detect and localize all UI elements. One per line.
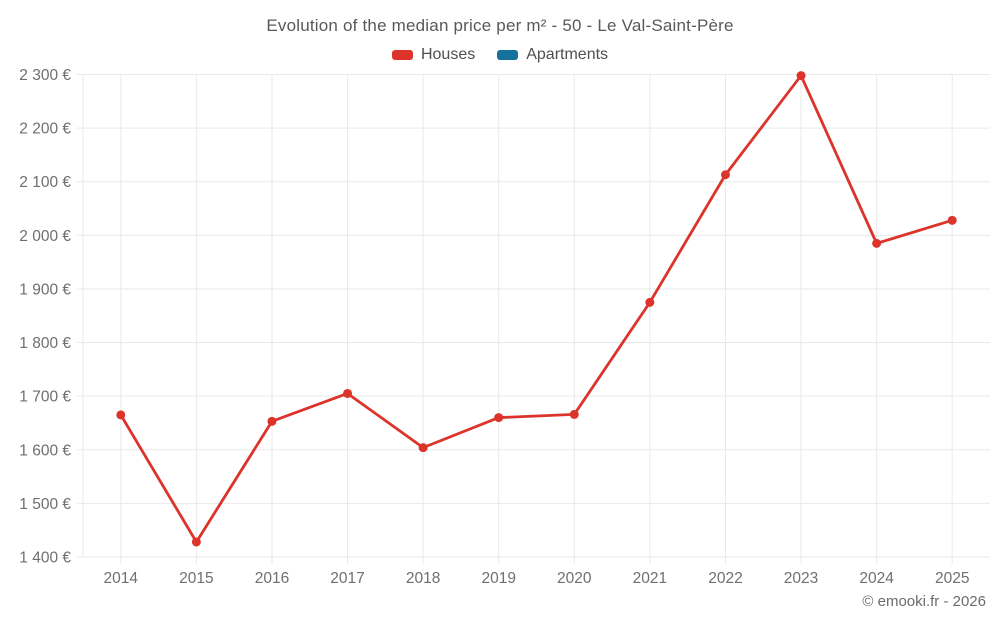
y-tick-label: 1 500 € bbox=[19, 496, 71, 513]
data-point-houses-2018[interactable] bbox=[418, 443, 428, 453]
x-tick-label: 2021 bbox=[633, 570, 667, 587]
y-tick-label: 2 200 € bbox=[19, 121, 71, 138]
data-point-houses-2025[interactable] bbox=[947, 215, 957, 225]
y-tick-label: 1 400 € bbox=[19, 550, 71, 567]
y-tick-label: 2 000 € bbox=[19, 228, 71, 245]
legend-label-houses: Houses bbox=[420, 46, 476, 63]
y-tick-label: 2 100 € bbox=[19, 174, 71, 191]
x-tick-label: 2014 bbox=[104, 570, 139, 587]
legend-label-apartments: Apartments bbox=[526, 46, 609, 63]
y-tick-label: 1 700 € bbox=[19, 389, 71, 406]
y-tick-label: 1 900 € bbox=[19, 281, 71, 298]
y-tick-label: 2 300 € bbox=[19, 67, 71, 84]
y-tick-label: 1 600 € bbox=[19, 442, 71, 459]
data-point-houses-2015[interactable] bbox=[191, 537, 201, 547]
x-tick-label: 2022 bbox=[708, 570, 742, 587]
legend-item-houses[interactable]: Houses bbox=[391, 46, 476, 64]
data-point-houses-2019[interactable] bbox=[494, 413, 504, 423]
legend-item-apartments[interactable]: Apartments bbox=[497, 46, 608, 64]
x-tick-label: 2024 bbox=[859, 570, 894, 587]
apartments-series-swatch-icon bbox=[497, 50, 519, 60]
x-tick-label: 2017 bbox=[330, 570, 364, 587]
x-tick-label: 2023 bbox=[784, 570, 818, 587]
data-point-houses-2021[interactable] bbox=[645, 297, 655, 307]
x-tick-label: 2018 bbox=[406, 570, 440, 587]
chart-title: Evolution of the median price per m² - 5… bbox=[266, 16, 734, 35]
houses-series-swatch-icon bbox=[391, 50, 413, 60]
data-point-houses-2017[interactable] bbox=[343, 388, 353, 398]
x-tick-label: 2025 bbox=[935, 570, 969, 587]
copyright-credit: © emooki.fr - 2026 bbox=[862, 593, 986, 610]
data-point-houses-2023[interactable] bbox=[796, 71, 806, 81]
data-point-houses-2014[interactable] bbox=[116, 410, 126, 420]
data-point-houses-2020[interactable] bbox=[569, 409, 579, 419]
x-tick-label: 2020 bbox=[557, 570, 592, 587]
data-point-houses-2024[interactable] bbox=[872, 238, 882, 248]
series-line-houses bbox=[119, 74, 954, 544]
x-tick-label: 2015 bbox=[179, 570, 213, 587]
data-point-houses-2016[interactable] bbox=[267, 416, 277, 426]
x-tick-label: 2019 bbox=[481, 570, 515, 587]
data-point-houses-2022[interactable] bbox=[720, 170, 730, 180]
y-tick-label: 1 800 € bbox=[19, 335, 71, 352]
x-tick-label: 2016 bbox=[255, 570, 289, 587]
legend: Houses Apartments bbox=[0, 46, 1000, 64]
